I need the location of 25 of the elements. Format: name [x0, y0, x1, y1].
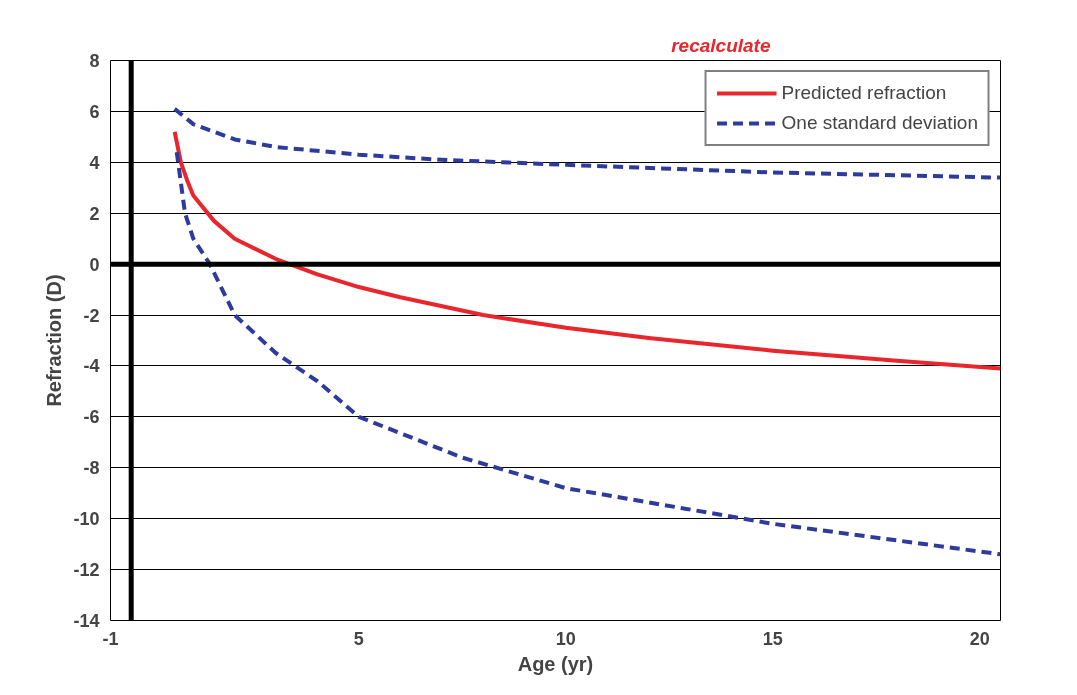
x-axis-title: Age (yr): [517, 652, 594, 675]
y-tick-label: -4: [83, 356, 100, 377]
y-tick-label: -10: [73, 509, 100, 530]
x-tick-label: 10: [555, 628, 576, 649]
x-tick-label: 20: [969, 628, 990, 649]
text: recalculate: [671, 34, 771, 56]
line-series: [172, 106, 1001, 180]
y-axis-title: Refraction (D): [43, 274, 66, 407]
legend-label: One standard deviation: [781, 112, 978, 134]
y-tick-label: 6: [89, 101, 100, 122]
legend-label: Predicted refraction: [781, 82, 947, 104]
y-tick-label: 4: [89, 152, 100, 173]
y-tick-label: -12: [73, 560, 100, 581]
y-tick-label: -14: [73, 611, 100, 631]
y-tick-label: 8: [89, 51, 100, 71]
x-tick-label: -1: [102, 628, 119, 649]
y-tick-label: 2: [89, 203, 100, 224]
y-tick-label: -2: [83, 305, 100, 326]
y-tick-label: -8: [83, 458, 100, 479]
line-series: [174, 150, 1001, 557]
y-tick-label: -6: [83, 407, 100, 428]
x-tick-label: 15: [762, 628, 783, 649]
x-tick-label: 5: [353, 628, 364, 649]
y-tick-label: 0: [89, 254, 100, 275]
line-series: [172, 129, 1001, 371]
